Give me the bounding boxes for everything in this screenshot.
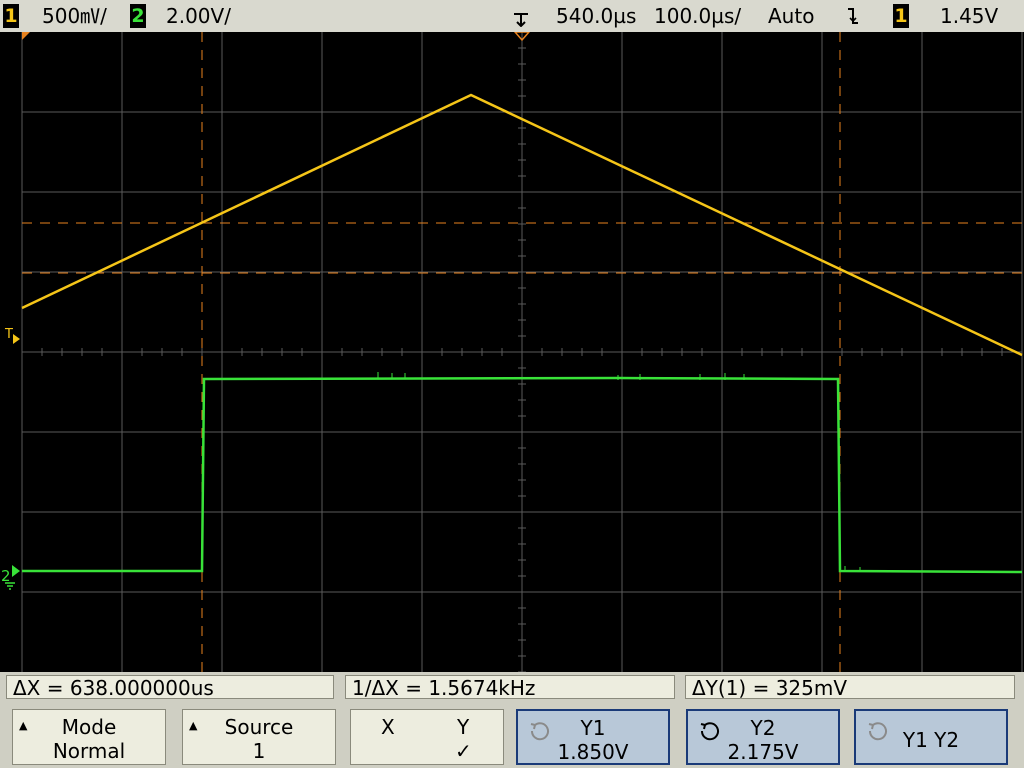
channel-2-trace (22, 376, 1023, 574)
softkey-bar: ▲ Mode Normal ▲ Source 1 X Y ✓ Y1 1.850V… (0, 704, 1024, 768)
knob-rotate-icon (868, 722, 887, 741)
channel-1-indicator[interactable]: 1 (3, 4, 19, 28)
trigger-position-marker[interactable] (513, 31, 531, 42)
channel-1-trace (21, 93, 1023, 357)
trigger-source-indicator[interactable]: 1 (893, 4, 909, 28)
measurement-bar: ΔX = 638.000000us 1/ΔX = 1.5674kHz ΔY(1)… (0, 672, 1024, 704)
y1-softkey[interactable]: Y1 1.850V (516, 709, 670, 765)
delay-reference-icon (514, 13, 528, 27)
y2-value: 2.175V (727, 740, 799, 764)
x-y-softkey[interactable]: X Y ✓ (350, 709, 504, 765)
channel-2-scale[interactable]: 2.00V/ (166, 4, 231, 28)
status-bar: 1 500㎷/ 2 2.00V/ 540.0µs 100.0µs/ Auto 1… (0, 0, 1024, 32)
graticule: T 2 (1, 31, 1024, 673)
up-arrow-icon: ▲ (19, 719, 28, 732)
x-label: X (381, 715, 395, 739)
mode-softkey[interactable]: ▲ Mode Normal (12, 709, 166, 765)
channel-2-indicator[interactable]: 2 (130, 4, 146, 28)
cursor-corner-marker (22, 32, 30, 40)
mode-value: Normal (52, 739, 126, 763)
svg-text:2: 2 (1, 567, 11, 585)
horizontal-delay[interactable]: 540.0µs (556, 4, 637, 28)
y1-value: 1.850V (557, 740, 629, 764)
falling-edge-icon (848, 8, 858, 24)
channel-2-noise (377, 372, 861, 572)
delta-x-readout: ΔX = 638.000000us (6, 675, 334, 700)
source-label: Source (224, 715, 294, 739)
y2-label: Y2 (750, 716, 776, 740)
y-label: Y (457, 715, 470, 739)
y1-label: Y1 (580, 716, 606, 740)
grid (21, 31, 1023, 673)
trigger-level[interactable]: 1.45V (940, 4, 999, 28)
mode-label: Mode (61, 715, 117, 739)
knob-rotate-icon (530, 722, 549, 741)
inverse-delta-x-readout: 1/ΔX = 1.5674kHz (345, 675, 675, 700)
trigger-level-marker[interactable]: T (4, 327, 20, 344)
y1-y2-label: Y1 Y2 (902, 728, 960, 752)
waveform-display[interactable]: T 2 (0, 31, 1024, 673)
y2-softkey[interactable]: Y2 2.175V (686, 709, 840, 765)
delta-y-readout: ΔY(1) = 325mV (685, 675, 1015, 700)
timebase-scale[interactable]: 100.0µs/ (654, 4, 742, 28)
svg-text:T: T (4, 327, 13, 342)
channel-1-scale[interactable]: 500㎷/ (42, 4, 107, 28)
knob-rotate-icon (700, 722, 719, 741)
channel-2-ground-marker[interactable]: 2 (1, 565, 20, 590)
trigger-mode[interactable]: Auto (768, 4, 815, 28)
source-value: 1 (252, 739, 266, 763)
source-softkey[interactable]: ▲ Source 1 (182, 709, 336, 765)
y1-y2-softkey[interactable]: Y1 Y2 (854, 709, 1008, 765)
up-arrow-icon: ▲ (189, 719, 198, 732)
